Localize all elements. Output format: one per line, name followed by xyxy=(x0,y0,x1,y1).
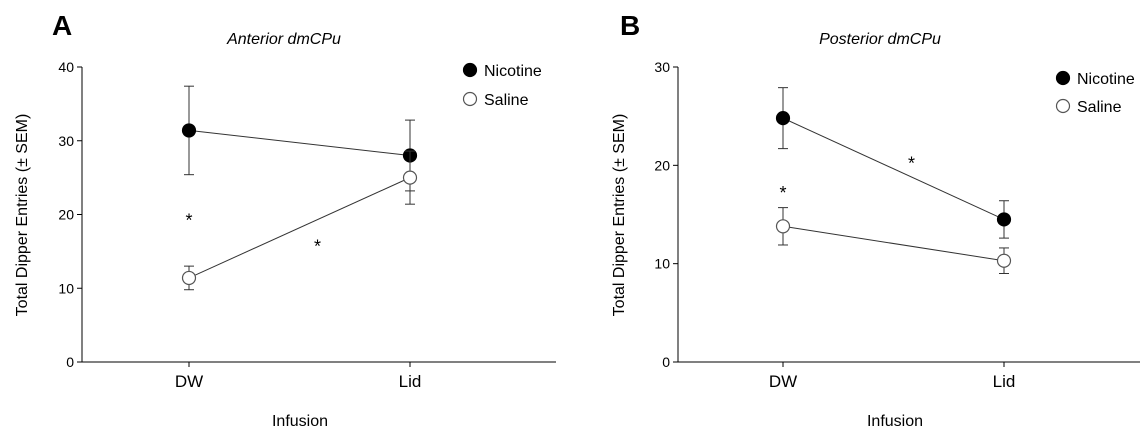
y-axis-label: Total Dipper Entries (± SEM) xyxy=(14,114,31,317)
y-tick-label: 20 xyxy=(654,157,670,173)
x-tick-label: Lid xyxy=(399,372,422,391)
panel-b: B Posterior dmCPu 0 10 20 30 DW Lid Infusion Tota… xyxy=(611,10,1140,430)
legend-marker xyxy=(462,91,478,107)
x-tick-label: DW xyxy=(769,372,797,391)
x-tick-label: Lid xyxy=(993,372,1016,391)
significance-star: * xyxy=(185,211,192,231)
series-nicotine xyxy=(775,87,1012,239)
x-axis-label: Infusion xyxy=(272,413,328,430)
panel-letter: A xyxy=(52,10,72,41)
data-point xyxy=(996,212,1012,227)
significance-star: * xyxy=(314,236,321,256)
y-tick-label: 20 xyxy=(58,207,74,223)
x-axis-label: Infusion xyxy=(867,413,923,430)
panel-a: A Anterior dmCPu 0 10 20 30 40 DW Lid Infusion Tot… xyxy=(14,10,556,430)
legend-label: Nicotine xyxy=(1077,71,1135,88)
x-tick-label: DW xyxy=(175,372,203,391)
legend-label: Saline xyxy=(484,92,529,109)
y-tick-label: 10 xyxy=(654,256,670,272)
data-point xyxy=(996,253,1012,268)
panel-letter: B xyxy=(620,10,640,41)
y-tick-label: 0 xyxy=(662,354,670,370)
panel-title: Anterior dmCPu xyxy=(226,31,341,48)
y-tick-label: 40 xyxy=(58,59,74,75)
data-point xyxy=(775,219,791,234)
data-point xyxy=(181,123,197,138)
series-saline xyxy=(181,150,418,291)
legend-marker xyxy=(1055,70,1071,86)
panel-title: Posterior dmCPu xyxy=(819,31,941,48)
series-line xyxy=(188,129,411,156)
significance-star: * xyxy=(908,153,915,173)
legend-marker xyxy=(462,62,478,78)
legend-label: Nicotine xyxy=(484,63,542,80)
data-point xyxy=(775,111,791,126)
y-tick-label: 10 xyxy=(58,280,74,296)
series-saline xyxy=(775,207,1012,274)
series-line xyxy=(782,225,1005,262)
data-point xyxy=(181,270,197,286)
series-line xyxy=(188,177,411,279)
series-nicotine xyxy=(181,85,418,192)
y-tick-label: 0 xyxy=(66,354,74,370)
y-tick-label: 30 xyxy=(654,59,670,75)
y-axis-label: Total Dipper Entries (± SEM) xyxy=(611,114,628,317)
legend-marker xyxy=(1055,98,1071,114)
series-line xyxy=(782,117,1005,220)
y-tick-label: 30 xyxy=(58,133,74,149)
data-point xyxy=(402,170,418,185)
significance-star: * xyxy=(779,183,786,203)
legend-label: Saline xyxy=(1077,99,1122,116)
